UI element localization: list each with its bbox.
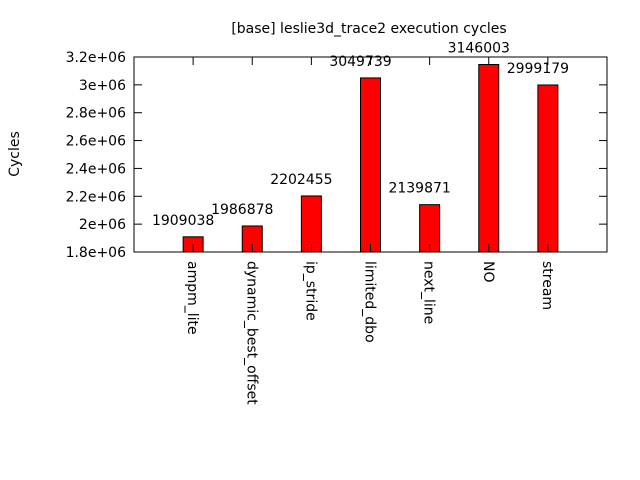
y-tick-label: 2.4e+06 bbox=[66, 161, 127, 177]
x-tick-label: limited_dbo bbox=[362, 261, 378, 343]
y-tick-label: 2e+06 bbox=[79, 217, 126, 233]
x-tick-label: NO bbox=[480, 261, 496, 283]
y-tick-label: 3e+06 bbox=[79, 78, 126, 94]
plot-area: 1.8e+06 2e+06 2.2e+06 2.4e+06 2.6e+06 2.8e+06… bbox=[66, 41, 608, 405]
x-tick-label: next_line bbox=[421, 261, 437, 324]
data-label: 1909038 bbox=[152, 213, 214, 229]
y-axis-label: Cycles bbox=[7, 131, 23, 177]
data-label: 2202455 bbox=[270, 172, 332, 188]
bar-limited_dbo bbox=[360, 77, 381, 253]
x-tick-label: ampm_lite bbox=[184, 261, 200, 335]
x-tick-label: ip_stride bbox=[302, 261, 318, 321]
y-tick-label: 3.2e+06 bbox=[66, 50, 127, 66]
y-tick-label: 2.8e+06 bbox=[66, 106, 127, 122]
bar-stream bbox=[537, 84, 559, 253]
data-label: 2999179 bbox=[507, 61, 569, 77]
y-tick-label: 2.2e+06 bbox=[66, 189, 127, 205]
y-tick-label: 2.6e+06 bbox=[66, 134, 127, 150]
bar-NO bbox=[478, 64, 500, 253]
y-tick-label: 1.8e+06 bbox=[66, 245, 127, 261]
data-label: 2139871 bbox=[388, 181, 450, 197]
data-label: 1986878 bbox=[211, 202, 273, 218]
data-label: 3146003 bbox=[448, 41, 510, 57]
chart-title: [base] leslie3d_trace2 execution cycles bbox=[231, 21, 506, 37]
bar-ip_stride bbox=[300, 195, 322, 253]
x-tick-label: dynamic_best_offset bbox=[243, 261, 259, 405]
x-tick-label: stream bbox=[539, 261, 555, 310]
data-label: 3049739 bbox=[329, 54, 391, 70]
